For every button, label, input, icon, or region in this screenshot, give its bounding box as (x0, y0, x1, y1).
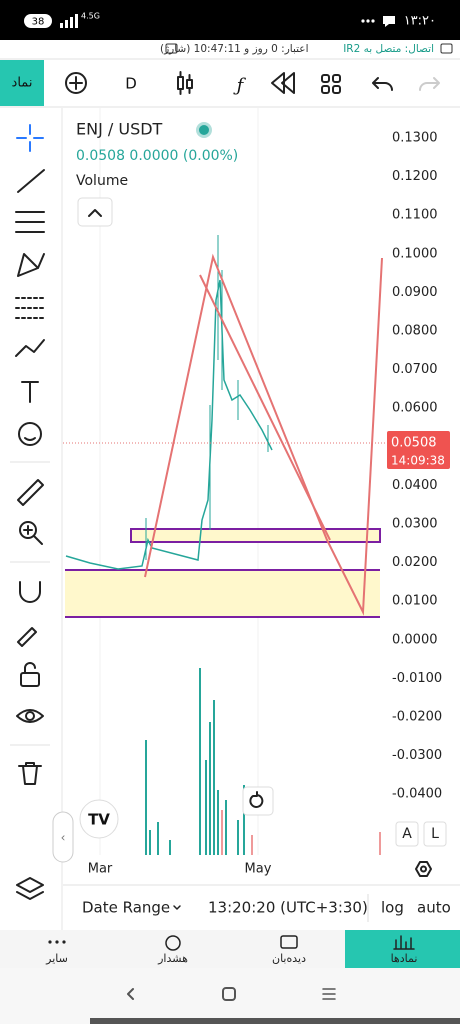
drawing-tools[interactable] (15, 124, 45, 900)
date-range[interactable]: Date Range (82, 899, 170, 917)
price-badge (387, 431, 450, 469)
status-dot (199, 125, 209, 135)
settings-icon-center (420, 865, 427, 873)
layout-icon[interactable] (321, 74, 341, 94)
symbol-button[interactable] (0, 60, 44, 106)
zone (65, 570, 380, 617)
home-button[interactable] (222, 987, 236, 1001)
back-button[interactable] (127, 988, 134, 1000)
countdown: 14:09:38 (391, 454, 445, 468)
symbols-icon (393, 935, 415, 950)
price-label: -0.0400 (392, 787, 442, 802)
info-bar (0, 40, 460, 58)
quote: 0.0508 0.0000 (0.00%) (76, 148, 238, 164)
volume-bars-down (221, 810, 381, 855)
connection: اتصال: متصل به IR2 (343, 43, 434, 55)
battery (24, 14, 52, 28)
price-label: 0.0900 (392, 285, 438, 300)
x-label: Mar (88, 862, 113, 877)
price-label: 0.0300 (392, 517, 438, 532)
symbol: ENJ / USDT (76, 120, 163, 139)
chart-area (63, 108, 460, 885)
nav-bar (0, 968, 460, 1024)
scale-button-a[interactable]: A (402, 826, 412, 842)
log[interactable]: log (381, 899, 404, 917)
signal (60, 14, 78, 28)
alarm-icon (165, 935, 181, 951)
add-icon-plus (69, 76, 83, 90)
recents-button[interactable] (322, 988, 336, 1000)
chevron (173, 905, 181, 910)
side-handle[interactable] (52, 811, 74, 863)
price-label: 0.0200 (392, 555, 438, 570)
interval[interactable]: D (125, 75, 137, 93)
pattern-lines (144, 253, 383, 616)
credit: اعتبار: 0 روز و 10:47:11 (شارژ) (160, 43, 309, 55)
clock: ۱۳:۲۰ (404, 14, 436, 29)
x-label: May (245, 862, 272, 877)
tab-label[interactable]: هشدار (157, 952, 188, 965)
price-label: -0.0300 (392, 748, 442, 763)
price-label: 0.0400 (392, 478, 438, 493)
scroll-indicator (90, 1018, 460, 1024)
wicks (145, 235, 269, 560)
price-label: 0.0000 (392, 632, 438, 647)
symbol-button-label[interactable]: نماد (12, 76, 33, 91)
price-label: 0.1100 (392, 208, 438, 223)
connection-icon (440, 43, 453, 54)
collapse-icon (88, 209, 102, 217)
price-label: 0.1200 (392, 169, 438, 184)
pattern-line (199, 274, 331, 541)
price-label: -0.0200 (392, 710, 442, 725)
logo (79, 799, 119, 839)
replay-icon[interactable] (271, 72, 295, 94)
price-label: 0.1000 (392, 246, 438, 261)
grid (99, 108, 259, 855)
price-label: 0.0600 (392, 401, 438, 416)
tab-label[interactable]: دیده‌بان (272, 952, 306, 965)
tab-label[interactable]: سایر (45, 952, 68, 965)
card-icon (165, 43, 178, 54)
log-scale-button[interactable] (423, 821, 447, 847)
price-label: -0.0100 (392, 671, 442, 686)
volume-label: Volume (76, 173, 128, 189)
tab-label[interactable]: نمادها (391, 952, 418, 965)
reset-icon (249, 791, 264, 808)
add-icon[interactable] (65, 72, 87, 94)
timezone[interactable]: 13:20:20 (UTC+3:30) (208, 899, 368, 917)
price-label: 0.0100 (392, 594, 438, 609)
candles-icon[interactable] (177, 71, 193, 95)
auto-scale-button[interactable] (395, 821, 419, 847)
collapse-button[interactable] (77, 197, 113, 227)
status-icons (361, 16, 395, 27)
network: 4.5G (81, 12, 100, 21)
scale-button-l[interactable]: L (431, 826, 439, 842)
box (130, 528, 381, 543)
battery-level: 38 (32, 17, 45, 28)
settings-icon[interactable] (415, 861, 432, 877)
logo-mark: TV (88, 811, 110, 829)
reset-button[interactable] (242, 786, 274, 816)
redo-icon[interactable] (419, 77, 440, 91)
side-handle-arrow: ‹ (61, 831, 66, 845)
tab-icons (48, 940, 66, 944)
undo-icon[interactable] (372, 77, 393, 91)
auto[interactable]: auto (417, 899, 451, 917)
tool-dividers (10, 461, 50, 746)
last-price: 0.0508 (391, 436, 437, 451)
price-label: 0.0800 (392, 324, 438, 339)
watchlist-icon (280, 935, 298, 949)
price-label: 0.0700 (392, 362, 438, 377)
price-label: 0.1300 (392, 131, 438, 146)
fx-icon[interactable]: ƒ (233, 75, 247, 96)
